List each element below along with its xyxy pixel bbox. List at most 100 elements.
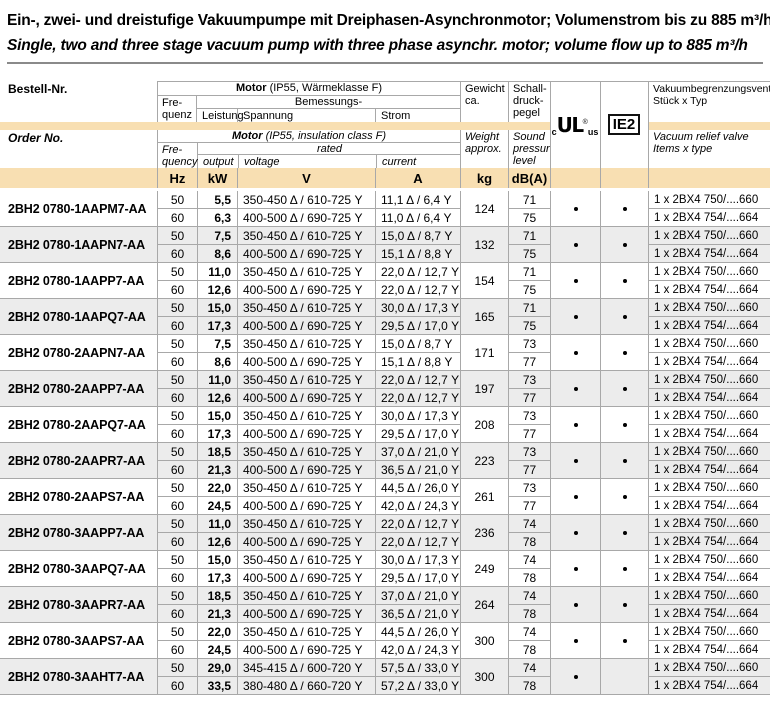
sound-value: 74 [509,551,550,569]
table-row-group: 2BH2 0780-1AAPM7-AA 50 5,5 350-450 Δ / 610-… [0,191,770,227]
valve-type-value: 1 x 2BX4 754/....664 [654,499,759,512]
current-value: 29,5 Δ / 17,0 Y [375,569,460,586]
relief-valve-column: 1 x 2BX4 750/....660 1 x 2BX4 754/....664 [648,587,770,622]
ul-listed-cell [550,191,600,226]
sound-value: 77 [522,498,537,513]
ie2-rating-cell [600,227,648,262]
motor-subrow: 60 17,3 400-500 Δ / 690-725 Y 29,5 Δ / 17,0… [157,317,460,334]
model-number-cell: 2BH2 0780-1AAPQ7-AA [0,299,157,334]
weight-header-en-line1: Weight [465,131,500,143]
power-value: 11,0 [197,371,237,388]
header-divider-band [0,122,770,130]
model-number-cell: 2BH2 0780-2AAPP7-AA [0,371,157,406]
table-row-group: 2BH2 0780-2AAPN7-AA 50 7,5 350-450 Δ / 610-… [0,335,770,371]
sound-header-en-line1: Sound [513,131,545,143]
ul-listed-dot [573,242,578,247]
voltage-value: 400-500 Δ / 690-725 Y [237,281,375,298]
current-value: 36,5 Δ / 21,0 Y [375,605,460,622]
sound-level-column: 74 78 [508,659,550,694]
frequency-value: 50 [157,659,197,676]
power-value: 24,5 [197,641,237,658]
ie2-rating-cell [600,515,648,550]
power-value: 21,3 [197,605,237,622]
motor-subrow: 50 11,0 350-450 Δ / 610-725 Y 22,0 Δ / 12,7… [157,515,460,533]
power-value: 11,0 [197,263,237,280]
voltage-value: 400-500 Δ / 690-725 Y [237,425,375,442]
model-number: 2BH2 0780-3AAHT7-AA [8,669,145,684]
model-number-cell: 2BH2 0780-2AAPQ7-AA [0,407,157,442]
frequency-header-de-line2: quenz [162,109,192,121]
sound-header-de-line2: druck- [513,95,544,107]
sound-value: 73 [509,443,550,461]
power-value: 17,3 [197,569,237,586]
model-number: 2BH2 0780-2AAPN7-AA [8,345,146,360]
weight-value: 208 [460,407,508,442]
model-number: 2BH2 0780-3AAPQ7-AA [8,561,146,576]
rated-columns-de: Leistung Spannung Strom [197,109,460,122]
model-number: 2BH2 0780-2AAPQ7-AA [8,417,146,432]
voltage-header-en: voltage [238,155,376,168]
motor-subrow: 60 8,6 400-500 Δ / 690-725 Y 15,1 Δ / 8,8 Y [157,245,460,262]
model-number-cell: 2BH2 0780-3AAHT7-AA [0,659,157,694]
units-ie2-spacer [600,168,648,188]
ie2-rating-dot [622,422,627,427]
current-value: 42,0 Δ / 24,3 Y [375,497,460,514]
valve-type-value: 1 x 2BX4 750/....660 [649,587,770,605]
rated-label-en: rated [198,143,461,155]
valve-type-value: 1 x 2BX4 750/....660 [649,515,770,533]
motor-subrow: 60 21,3 400-500 Δ / 690-725 Y 36,5 Δ / 21,0… [157,461,460,478]
power-value: 6,3 [197,209,237,226]
voltage-value: 345-415 Δ / 600-720 Y [237,659,375,676]
sound-value: 78 [522,570,537,585]
table-row-group: 2BH2 0780-2AAPR7-AA 50 18,5 350-450 Δ / 610… [0,443,770,479]
ul-listed-dot [573,638,578,643]
sound-level-column: 74 78 [508,623,550,658]
table-row-group: 2BH2 0780-3AAPQ7-AA 50 15,0 350-450 Δ / 610… [0,551,770,587]
ul-listed-cell [550,335,600,370]
unit-voltage: V [237,168,375,188]
units-valve-spacer [648,168,770,188]
valve-type-value: 1 x 2BX4 754/....664 [654,535,759,548]
ul-listed-dot [573,422,578,427]
current-value: 37,0 Δ / 21,0 Y [375,587,460,604]
model-number-cell: 2BH2 0780-2AAPS7-AA [0,479,157,514]
frequency-value: 60 [157,569,197,586]
rated-columns-en: output voltage current [198,155,461,168]
relief-valve-column: 1 x 2BX4 750/....660 1 x 2BX4 754/....664 [648,191,770,226]
ul-listed-dot [573,386,578,391]
frequency-value: 60 [157,353,197,370]
current-value: 15,0 Δ / 8,7 Y [375,335,460,352]
voltage-value: 350-450 Δ / 610-725 Y [237,335,375,352]
power-value: 15,0 [197,551,237,568]
ie2-rating-cell [600,191,648,226]
relief-valve-column: 1 x 2BX4 750/....660 1 x 2BX4 754/....664 [648,335,770,370]
sound-value: 78 [522,678,537,693]
frequency-value: 50 [157,479,197,496]
motor-subrow: 60 6,3 400-500 Δ / 690-725 Y 11,0 Δ / 6,4 Y [157,209,460,226]
title-german: Ein-, zwei- und dreistufige Vakuumpumpe … [7,12,770,29]
power-value: 8,6 [197,245,237,262]
power-value: 21,3 [197,461,237,478]
current-value: 11,1 Δ / 6,4 Y [375,191,460,208]
order-no-label-en: Order No. [8,131,64,145]
voltage-value: 400-500 Δ / 690-725 Y [237,209,375,226]
sound-level-column: 71 75 [508,299,550,334]
ie2-rating-cell [600,263,648,298]
motor-subrow: 50 29,0 345-415 Δ / 600-720 Y 57,5 Δ / 33,0… [157,659,460,677]
ul-listed-cell [550,407,600,442]
motor-subrow: 50 7,5 350-450 Δ / 610-725 Y 15,0 Δ / 8,7 Y [157,335,460,353]
ie2-rating-dot [622,278,627,283]
ul-listed-dot [573,458,578,463]
valve-type-value: 1 x 2BX4 750/....660 [649,479,770,497]
ie2-rating-cell [600,299,648,334]
sound-value: 74 [509,623,550,641]
current-value: 22,0 Δ / 12,7 Y [375,515,460,532]
voltage-value: 350-450 Δ / 610-725 Y [237,515,375,532]
current-value: 57,5 Δ / 33,0 Y [375,659,460,676]
valve-type-value: 1 x 2BX4 754/....664 [654,679,759,692]
current-header-en: current [376,155,461,168]
motor-values-block: 50 22,0 350-450 Δ / 610-725 Y 44,5 Δ / 26,0… [157,479,460,514]
sound-level-column: 71 75 [508,263,550,298]
valve-type-value: 1 x 2BX4 750/....660 [649,407,770,425]
